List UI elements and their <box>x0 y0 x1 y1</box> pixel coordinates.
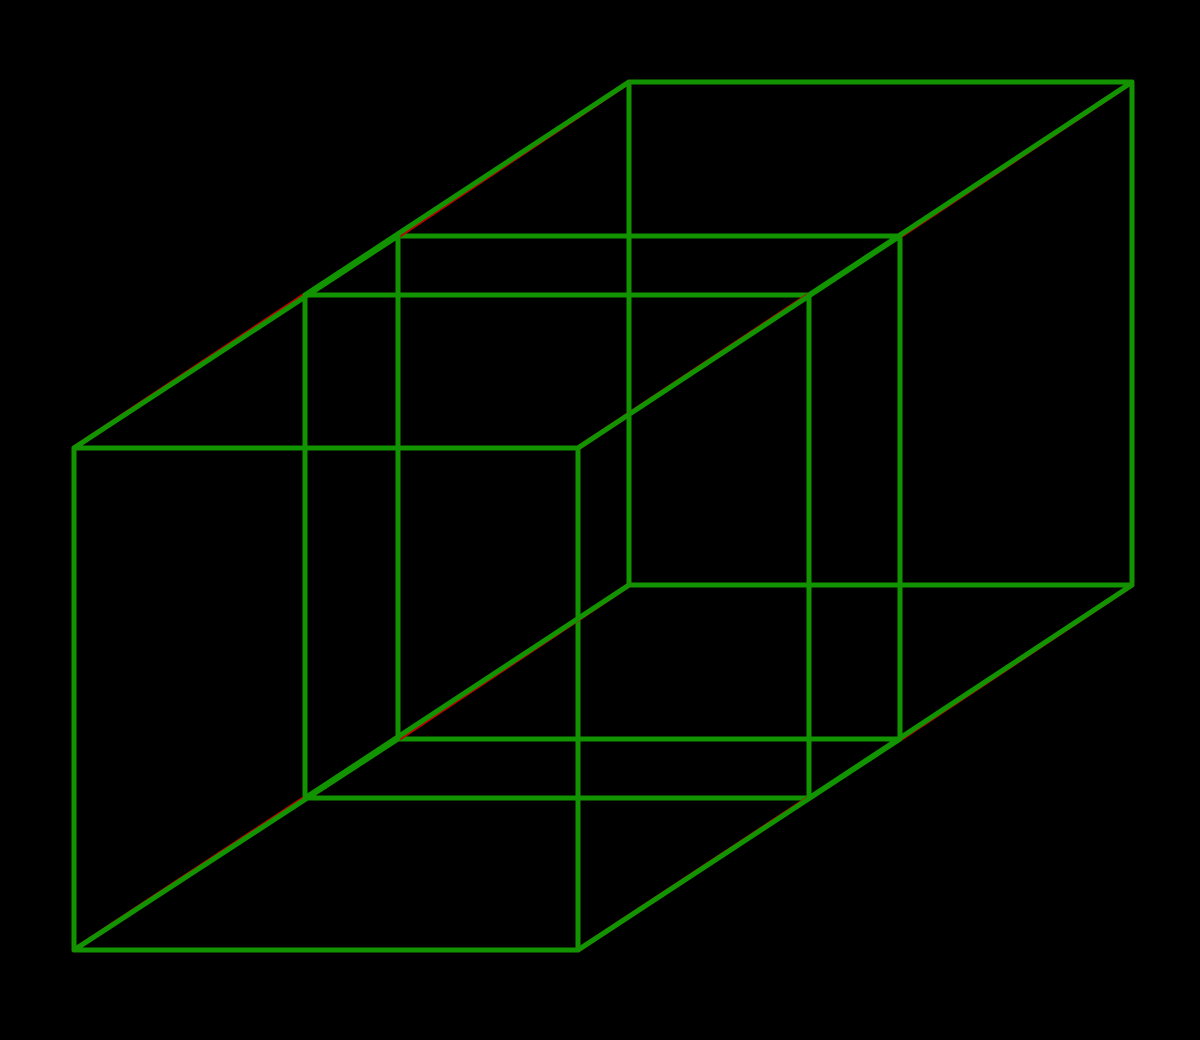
tesseract-diagram <box>0 0 1200 1040</box>
